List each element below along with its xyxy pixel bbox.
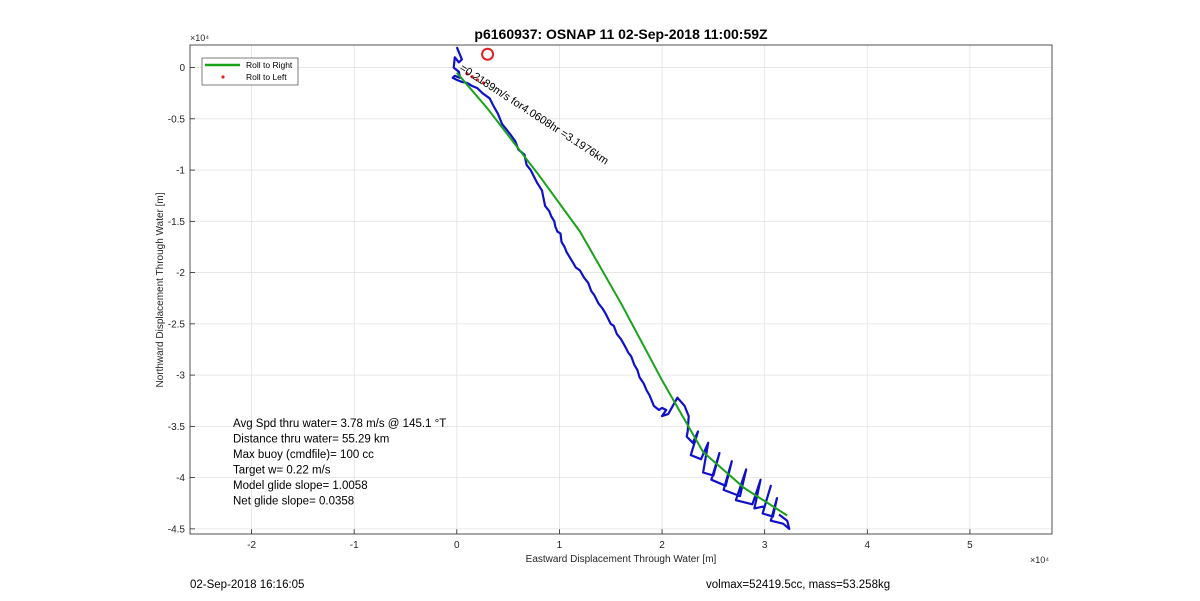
roll-right-line	[456, 72, 788, 517]
y-tick-label: -4.5	[168, 524, 186, 535]
plot-area	[190, 45, 1052, 534]
footer-mass-info: volmax=52419.5cc, mass=53.258kg	[706, 579, 890, 591]
x-tick-label: 3	[762, 540, 768, 551]
chart-title: p6160937: OSNAP 11 02-Sep-2018 11:00:59Z	[474, 26, 768, 42]
y-tick-label: -2.5	[168, 319, 186, 330]
stats-line: Distance thru water= 55.29 km	[233, 434, 389, 446]
stats-block: Avg Spd thru water= 3.78 m/s @ 145.1 °T D…	[233, 418, 446, 508]
legend: Roll to Right Roll to Left	[201, 57, 299, 86]
roll-left-point	[465, 72, 469, 76]
y-axis-label: Northward Displacement Through Water [m]	[155, 192, 166, 387]
x-exponent-label: ×10⁴	[1030, 555, 1049, 565]
y-tick-label: -3.5	[168, 422, 186, 433]
x-tick-label: -2	[247, 540, 256, 551]
roll-left-point	[470, 75, 474, 79]
series-layer	[451, 46, 791, 531]
y-exponent-label: ×10⁴	[190, 33, 209, 43]
stats-line: Target w= 0.22 m/s	[233, 465, 331, 477]
y-tick-label: -1.5	[168, 217, 186, 228]
y-tick-label: -4	[176, 473, 185, 484]
y-tick-labels: 0 -0.5 -1 -1.5 -2 -2.5 -3 -3.5 -4 -4.5	[168, 63, 186, 535]
legend-box	[201, 57, 299, 86]
y-tick-label: -0.5	[168, 114, 186, 125]
y-tick-label: -2	[176, 268, 185, 279]
stats-line: Net glide slope= 0.0358	[233, 496, 354, 508]
x-tick-label: 2	[659, 540, 665, 551]
x-axis-label: Eastward Displacement Through Water [m]	[526, 554, 717, 565]
stats-line: Avg Spd thru water= 3.78 m/s @ 145.1 °T	[233, 418, 446, 430]
legend-label-roll-left: Roll to Left	[246, 72, 287, 82]
stats-line: Max buoy (cmdfile)= 100 cc	[233, 449, 374, 461]
x-tick-labels: -2 -1 0 1 2 3 4 5	[247, 540, 973, 551]
legend-swatch-roll-left	[221, 75, 225, 79]
start-position-marker	[481, 47, 495, 61]
x-tick-label: 1	[557, 540, 563, 551]
y-tick-label: -1	[176, 166, 185, 177]
y-tick-label: -3	[176, 371, 185, 382]
x-tick-label: -1	[350, 540, 359, 551]
x-tick-label: 5	[967, 540, 973, 551]
x-tick-label: 0	[454, 540, 460, 551]
legend-label-roll-right: Roll to Right	[246, 60, 293, 70]
roll-left-point	[481, 81, 486, 85]
stats-line: Model glide slope= 1.0058	[233, 480, 368, 492]
x-tick-label: 4	[865, 540, 871, 551]
y-tick-label: 0	[179, 63, 185, 74]
footer-timestamp: 02-Sep-2018 16:16:05	[190, 579, 304, 591]
roll-left-point	[475, 78, 479, 82]
plot-frame	[189, 44, 1053, 535]
grid-lines	[190, 45, 1052, 534]
glider-track-line	[451, 46, 791, 531]
